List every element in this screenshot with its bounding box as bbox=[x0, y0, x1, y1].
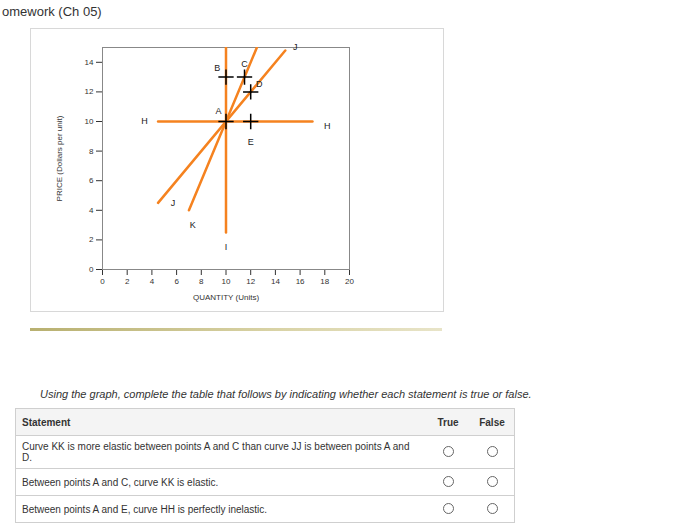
svg-text:2: 2 bbox=[125, 277, 130, 286]
svg-text:6: 6 bbox=[174, 277, 179, 286]
svg-text:2: 2 bbox=[89, 235, 94, 244]
svg-text:E: E bbox=[248, 137, 254, 147]
svg-text:12: 12 bbox=[246, 277, 255, 286]
html-text:True: True bbox=[437, 416, 459, 428]
html-text:Between points A and E, curve: Between points A and E, curve HH is perf… bbox=[22, 503, 268, 515]
svg-text:B: B bbox=[214, 63, 220, 73]
html-text:Statement: Statement bbox=[22, 416, 71, 428]
svg-text:10: 10 bbox=[85, 117, 94, 126]
svg-text:I: I bbox=[225, 242, 228, 252]
svg-text:12: 12 bbox=[85, 87, 94, 96]
html-text:Between points A and C, curve: Between points A and C, curve KK is elas… bbox=[22, 476, 219, 488]
svg-text:PRICE (Dollars per unit): PRICE (Dollars per unit) bbox=[55, 115, 64, 201]
svg-text:C: C bbox=[241, 59, 248, 69]
html-text:False: False bbox=[479, 416, 505, 428]
svg-text:10: 10 bbox=[222, 277, 231, 286]
html-text:Using the graph, complete the: Using the graph, complete the table that… bbox=[40, 388, 532, 400]
svg-text:A: A bbox=[216, 106, 222, 116]
svg-text:H: H bbox=[324, 121, 331, 131]
svg-text:H: H bbox=[141, 116, 148, 126]
svg-text:16: 16 bbox=[296, 277, 305, 286]
svg-text:4: 4 bbox=[150, 277, 155, 286]
html-text:omework (Ch 05): omework (Ch 05) bbox=[2, 4, 102, 19]
svg-text:8: 8 bbox=[199, 277, 204, 286]
svg-text:8: 8 bbox=[89, 147, 94, 156]
svg-text:4: 4 bbox=[89, 206, 94, 215]
svg-text:18: 18 bbox=[320, 277, 329, 286]
svg-text:J: J bbox=[293, 42, 298, 52]
svg-text:14: 14 bbox=[85, 58, 94, 67]
svg-text:0: 0 bbox=[100, 277, 105, 286]
svg-text:QUANTITY (Units): QUANTITY (Units) bbox=[193, 293, 259, 302]
svg-text:J: J bbox=[171, 198, 176, 208]
svg-text:20: 20 bbox=[345, 277, 354, 286]
svg-text:K: K bbox=[190, 220, 196, 230]
svg-text:0: 0 bbox=[89, 265, 94, 274]
svg-text:6: 6 bbox=[89, 176, 94, 185]
svg-text:14: 14 bbox=[271, 277, 280, 286]
html-text:Curve KK is more elastic betwe: Curve KK is more elastic between points … bbox=[22, 441, 410, 463]
svg-text:D: D bbox=[256, 79, 263, 89]
